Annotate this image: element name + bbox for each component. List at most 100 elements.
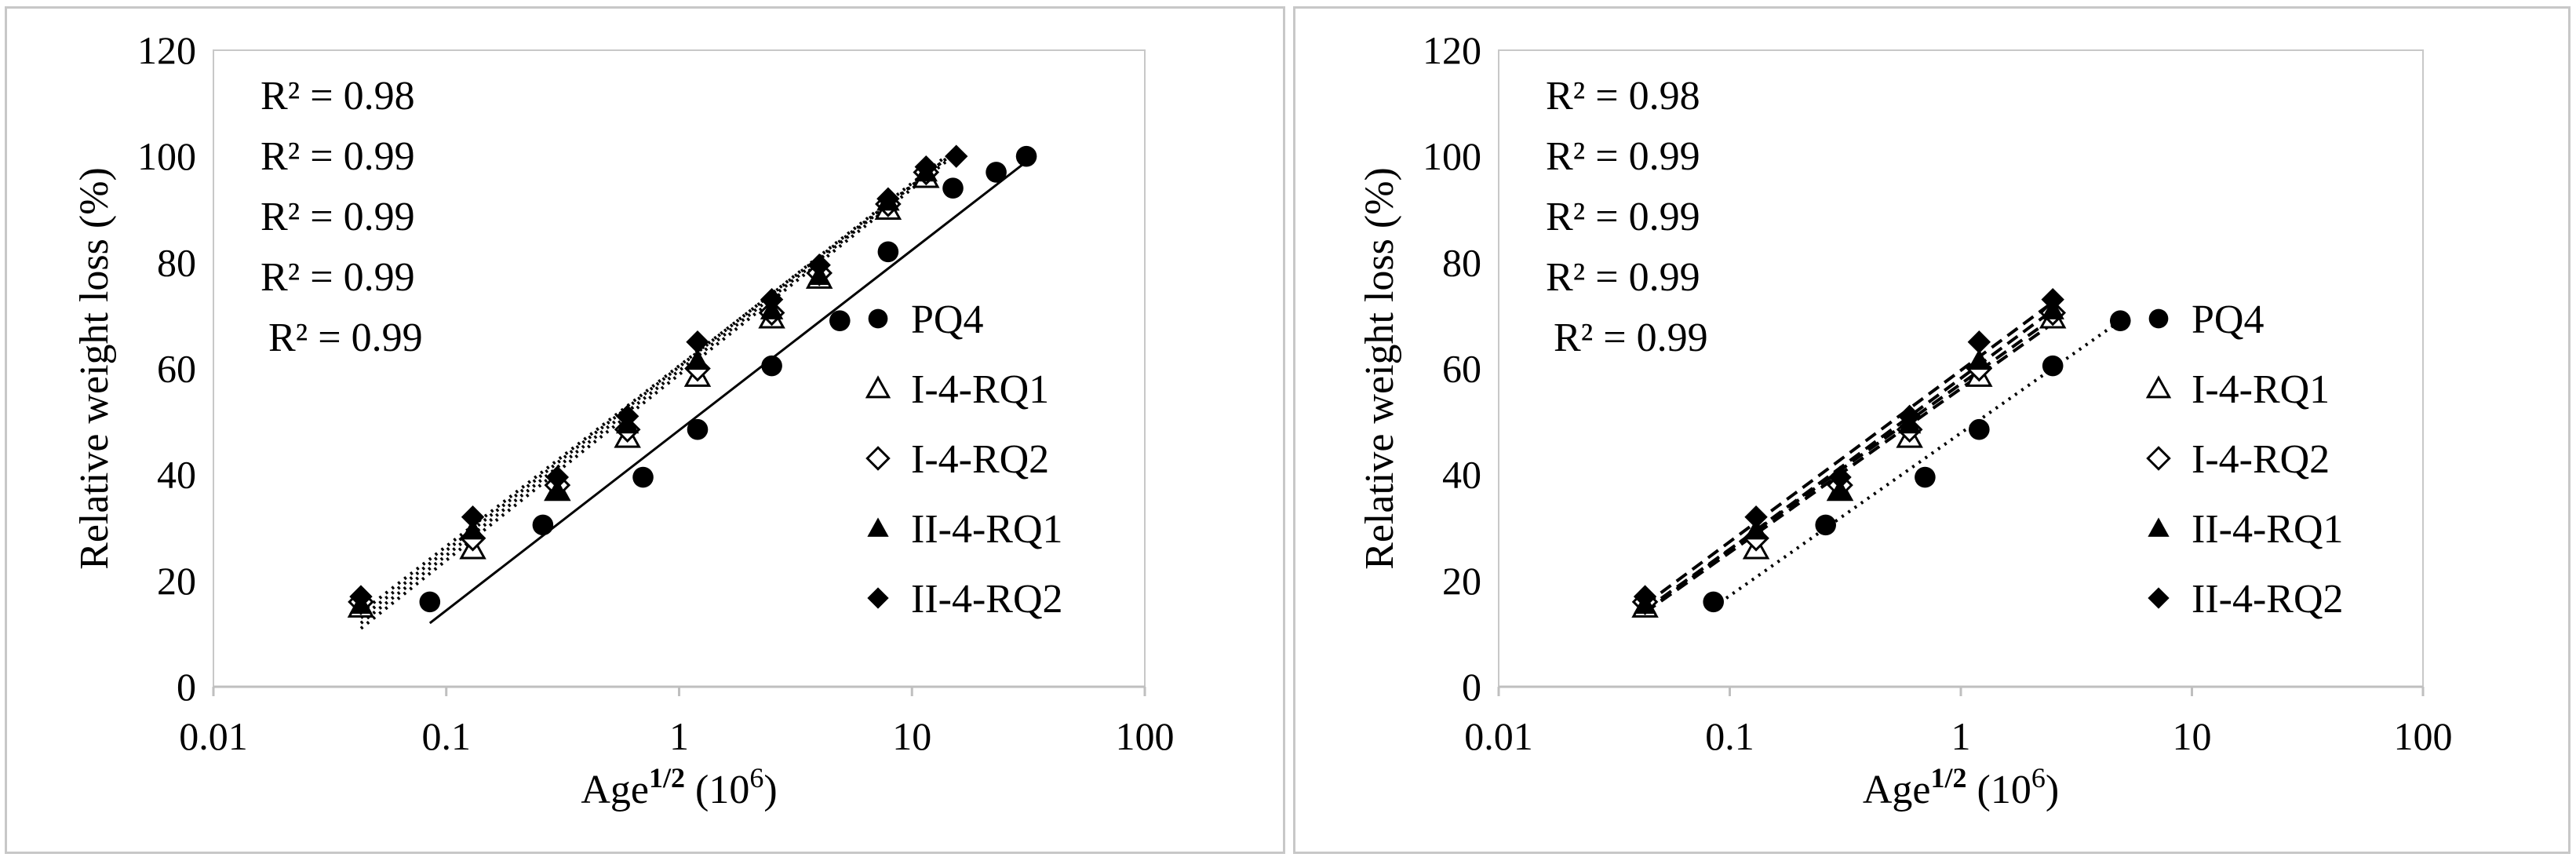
chart1-point-pq4: [419, 591, 441, 613]
chart1-x-tick-label: 10: [892, 714, 931, 758]
chart1-point-ii-4-rq2: [914, 155, 938, 179]
chart1-point-pq4: [687, 418, 709, 440]
chart-panel-right: 0 20 40 60 80 100 120 0.01 0.1 1 10 100 Relative wei…: [1293, 6, 2571, 854]
chart1-point-ii-4-rq2: [876, 187, 900, 210]
chart1-point-pq4: [761, 355, 782, 377]
chart1-y-tick-label: 0: [177, 665, 196, 709]
chart2-trendline-ii-4-rq2: [1644, 301, 2054, 606]
chart2-y-tick-label: 100: [1423, 134, 1481, 178]
chart1-trendline-ii-4-rq2: [359, 149, 957, 614]
chart2-legend-marker: [2148, 587, 2170, 609]
chart2-r2-label: R² = 0.99: [1546, 195, 1700, 239]
chart1-point-ii-4-rq1: [686, 348, 709, 370]
chart2-point-pq4: [2109, 310, 2131, 331]
chart1-r2-label: R² = 0.99: [261, 255, 415, 300]
chart-right: 0 20 40 60 80 100 120 0.01 0.1 1 10 100 Relative wei…: [1357, 28, 2453, 812]
chart2-y-tick-label: 20: [1442, 559, 1481, 603]
chart2-x-tick-label: 10: [2173, 714, 2212, 758]
chart1-legend-label: I-4-RQ1: [911, 367, 1049, 412]
chart1-legend-label: PQ4: [911, 297, 983, 342]
chart1-r2-label: R² = 0.99: [261, 195, 415, 239]
chart2-point-pq4: [1915, 466, 1936, 488]
chart2-y-tick-label: 0: [1462, 665, 1481, 709]
chart1-legend-label: II-4-RQ1: [911, 507, 1063, 552]
chart1-r2-label: R² = 0.98: [261, 74, 415, 119]
chart2-y-tick-label: 40: [1442, 453, 1481, 497]
chart2-legend-label: PQ4: [2192, 297, 2264, 342]
chart1-legend-marker: [865, 446, 891, 471]
chart2-y-tick-label: 120: [1423, 28, 1481, 72]
chart1-point-ii-4-rq2: [461, 505, 485, 529]
chart1-legend-label: II-4-RQ2: [911, 577, 1063, 622]
chart2-point-pq4: [1815, 514, 1837, 536]
chart2-legend-marker: [2148, 517, 2170, 537]
chart2-x-axis-label: Age1/2 (106): [1863, 762, 2059, 812]
chart2-r2-label: R² = 0.99: [1554, 316, 1708, 360]
chart2-series-pq4: [1703, 310, 2131, 613]
chart1-y-tick-label: 20: [157, 559, 196, 603]
chart2-legend-marker: [2146, 446, 2171, 471]
chart1-y-axis-label: Relative weight loss (%): [72, 167, 117, 570]
chart2-point-pq4: [1969, 418, 1990, 440]
chart1-r2-label: R² = 0.99: [268, 316, 423, 360]
chart-panel-left: 0 20 40 60 80 100 120 0.01 0.1 1 10 100 Relative wei…: [5, 6, 1285, 854]
chart1-point-ii-4-rq2: [545, 465, 570, 489]
chart1-trendline-i-4-rq1: [359, 160, 947, 630]
chart-left: 0 20 40 60 80 100 120 0.01 0.1 1 10 100 Relative wei…: [72, 28, 1175, 812]
chart2-y-tick-label: 60: [1442, 347, 1481, 391]
chart1-y-tick-label: 40: [157, 453, 196, 497]
chart2-r2-label: R² = 0.99: [1546, 134, 1700, 179]
chart1-point-ii-4-rq2: [760, 287, 784, 312]
chart2-point-ii-4-rq2: [1633, 585, 1657, 608]
chart2-point-ii-4-rq1: [1967, 348, 1991, 370]
chart2-trendline-i-4-rq1: [1644, 322, 2054, 615]
chart1-x-tick-label: 0.1: [422, 714, 472, 758]
chart2-point-pq4: [1703, 591, 1725, 613]
chart1-x-tick-label: 100: [1116, 714, 1175, 758]
chart1-point-ii-4-rq2: [615, 404, 639, 429]
chart1-point-pq4: [829, 310, 851, 331]
chart1-trendline-pq4: [428, 160, 1027, 625]
chart2-legend-marker: [2148, 308, 2169, 329]
chart2-legend-label: I-4-RQ1: [2192, 367, 2330, 412]
chart1-point-ii-4-rq1: [545, 479, 570, 500]
chart1-point-ii-4-rq2: [945, 144, 968, 168]
chart2-legend-label: II-4-RQ2: [2192, 577, 2344, 622]
chart2-legend-marker: [2145, 375, 2172, 399]
chart1-trendline-ii-4-rq1: [359, 155, 947, 619]
chart1-point-pq4: [532, 514, 554, 536]
chart2-trendline-i-4-rq2: [1644, 316, 2054, 611]
chart1-point-pq4: [632, 466, 654, 488]
chart2-point-ii-4-rq1: [1828, 479, 1852, 500]
chart1-point-ii-4-rq2: [686, 330, 709, 354]
chart1-point-pq4: [942, 177, 964, 199]
chart1-series-ii-4-rq1: [349, 160, 938, 615]
chart1-r2-label: R² = 0.99: [261, 134, 415, 179]
chart2-point-ii-4-rq2: [1967, 330, 1991, 354]
chart2-point-ii-4-rq2: [1744, 505, 1768, 529]
chart1-series-i-4-rq2: [348, 159, 940, 615]
chart1-legend-marker: [868, 308, 888, 329]
chart2-legend-label: I-4-RQ2: [2192, 437, 2330, 482]
chart2-point-ii-4-rq1: [1744, 518, 1768, 540]
chart1-point-pq4: [877, 241, 899, 263]
chart1-legend-marker: [867, 587, 889, 609]
chart1-point-ii-4-rq1: [461, 518, 485, 540]
chart2-r2-label: R² = 0.99: [1546, 255, 1700, 300]
chart1-x-axis-label: Age1/2 (106): [581, 762, 777, 812]
chart1-legend-marker: [865, 375, 891, 399]
chart2-point-pq4: [2042, 355, 2064, 377]
chart1-point-ii-4-rq2: [807, 254, 831, 277]
chart2-r2-label: R² = 0.98: [1546, 74, 1700, 119]
chart1-legend-marker: [867, 517, 889, 537]
chart2-point-ii-4-rq2: [1897, 404, 1922, 429]
chart1-legend-label: I-4-RQ2: [911, 437, 1049, 482]
chart2-x-tick-label: 100: [2394, 714, 2453, 758]
chart1-point-ii-4-rq2: [349, 585, 373, 608]
chart2-x-tick-label: 0.1: [1705, 714, 1754, 758]
chart1-y-tick-label: 80: [157, 240, 196, 284]
chart1-y-tick-label: 100: [137, 134, 196, 178]
chart1-y-tick-label: 60: [157, 347, 196, 391]
chart1-point-pq4: [986, 162, 1007, 183]
chart2-legend-label: II-4-RQ1: [2192, 507, 2344, 552]
